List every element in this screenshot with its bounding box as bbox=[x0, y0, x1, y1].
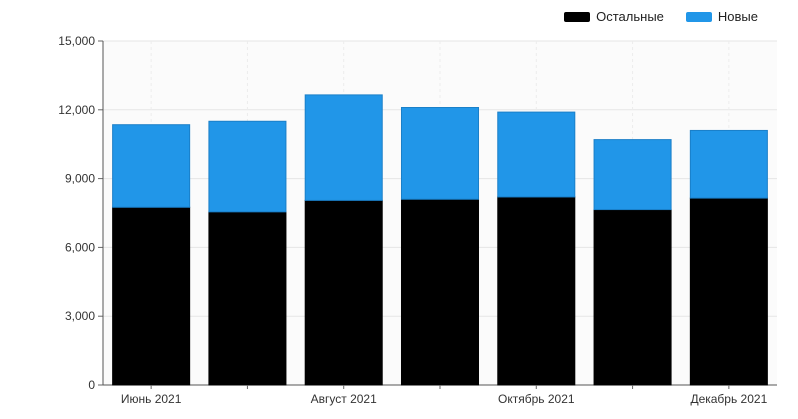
bar-new bbox=[400, 107, 480, 200]
bar-new bbox=[112, 124, 191, 208]
bar-other bbox=[112, 206, 191, 386]
bar-new bbox=[304, 94, 383, 201]
bar-other bbox=[689, 197, 768, 386]
bar-new bbox=[593, 139, 672, 211]
y-tick-label: 3,000 bbox=[65, 309, 95, 323]
y-tick-label: 0 bbox=[88, 378, 95, 392]
legend-item-other[interactable]: Остальные bbox=[564, 9, 664, 24]
legend-swatch-new bbox=[685, 11, 712, 22]
y-tick-label: 12,000 bbox=[58, 103, 95, 117]
y-tick-label: 9,000 bbox=[65, 172, 95, 186]
legend-label-other: Остальные bbox=[596, 9, 664, 24]
bar-new bbox=[208, 120, 287, 213]
legend-item-new[interactable]: Новые bbox=[685, 9, 758, 24]
bar-other bbox=[400, 198, 480, 386]
legend-swatch-other bbox=[564, 11, 591, 22]
bar-other bbox=[208, 211, 287, 386]
x-tick-label: Июнь 2021 bbox=[121, 392, 182, 406]
y-tick-label: 6,000 bbox=[65, 240, 95, 254]
bar-other bbox=[593, 209, 672, 386]
bar-other bbox=[497, 196, 576, 386]
chart-legend: Остальные Новые bbox=[564, 9, 758, 24]
x-tick-label: Декабрь 2021 bbox=[690, 392, 767, 406]
bar-other bbox=[304, 199, 383, 386]
bar-new bbox=[497, 111, 576, 198]
bar-new bbox=[689, 129, 768, 199]
y-tick-label: 15,000 bbox=[58, 34, 95, 48]
x-tick-label: Август 2021 bbox=[311, 392, 377, 406]
legend-label-new: Новые bbox=[717, 9, 758, 24]
x-tick-label: Октябрь 2021 bbox=[498, 392, 575, 406]
